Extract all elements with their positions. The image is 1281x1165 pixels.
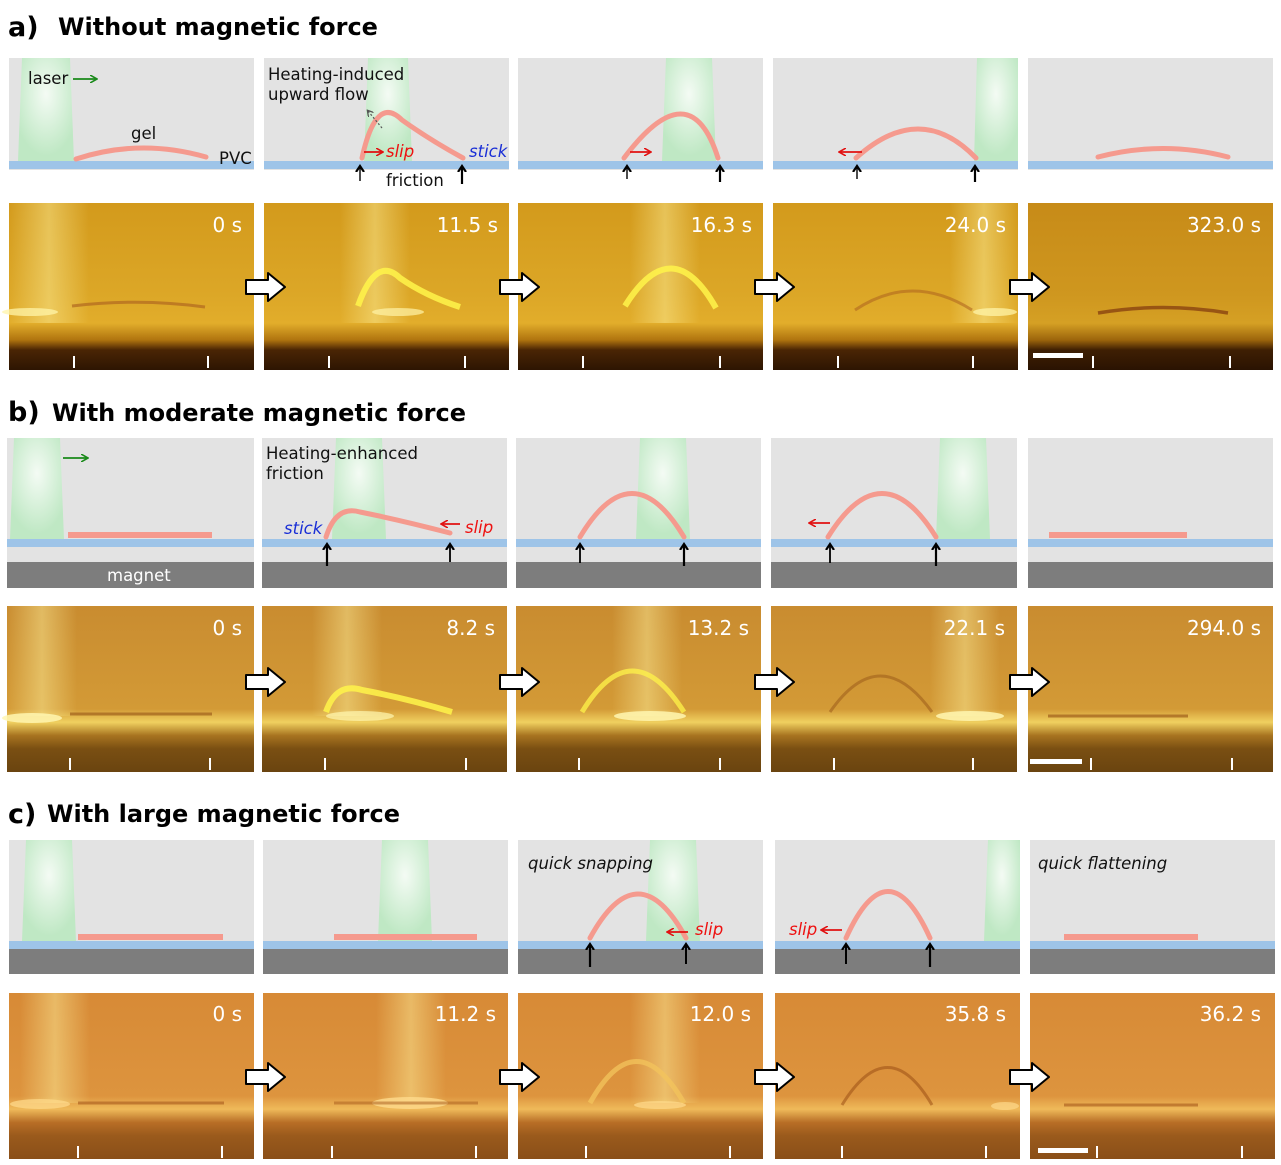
section-c-letter: c) [8,799,36,830]
stick-label: stick [469,142,509,161]
photo-a5: 323.0 s [1028,203,1273,370]
section-b-letter: b) [8,397,40,428]
laser-label: laser [28,69,68,88]
timestamp: 13.2 s [688,616,749,640]
next-step-arrow [499,272,540,302]
timestamp: 294.0 s [1187,616,1261,640]
schematic-b5 [1028,438,1273,588]
timestamp: 11.5 s [437,213,498,237]
section-a-photos: 0 s 11.5 s 16.3 s 24.0 s [2,203,1273,370]
quick-flattening-label: quick flattening [1038,854,1167,873]
schematic-a2: Heating-induced upward flow slip stick f… [264,58,509,190]
timestamp: 11.2 s [435,1002,496,1026]
schematic-a4 [773,58,1018,182]
timestamp: 0 s [212,616,242,640]
section-c-schematics: quick snapping slip slip quick flattenin… [9,840,1275,974]
friction-label: friction [386,171,444,190]
photo-c5: 36.2 s [1030,993,1275,1159]
next-step-arrow [245,272,286,302]
photo-c2: 11.2 s [263,993,508,1159]
next-step-arrow [245,667,286,697]
timestamp: 0 s [212,1002,242,1026]
timestamp: 35.8 s [945,1002,1006,1026]
photo-b2: 8.2 s [262,606,507,772]
photo-c3: 12.0 s [518,993,763,1159]
section-b-photos: 0 s 8.2 s 13.2 s 22.1 s [2,606,1273,772]
section-c-title: With large magnetic force [47,800,400,828]
timestamp: 8.2 s [446,616,495,640]
section-b-title: With moderate magnetic force [52,399,466,427]
photo-a4: 24.0 s [773,203,1018,370]
scale-bar [1038,1148,1088,1153]
schematic-c4: slip [775,840,1020,974]
pvc-label: PVC [219,149,252,168]
photo-b4: 22.1 s [771,606,1017,772]
photo-b5: 294.0 s [1028,606,1273,772]
next-step-arrow [499,667,540,697]
photo-b1: 0 s [2,606,254,772]
heating-induced-label-2: upward flow [268,85,369,104]
timestamp: 22.1 s [944,616,1005,640]
heating-enhanced-label-1: Heating-enhanced [266,444,418,463]
timestamp: 16.3 s [691,213,752,237]
timestamp: 24.0 s [945,213,1006,237]
heating-induced-label-1: Heating-induced [268,65,404,84]
scale-bar [1030,759,1082,764]
next-step-arrow [1009,667,1050,697]
section-a-letter: a) [8,12,39,43]
transition-arrows [245,272,1050,1092]
slip-label: slip [386,142,414,161]
stick-label: stick [284,519,324,538]
schematic-a3 [518,58,763,182]
photo-c4: 35.8 s [775,993,1020,1159]
slip-label: slip [695,920,723,939]
next-step-arrow [754,1062,795,1092]
schematic-c3: quick snapping slip [518,840,763,974]
photo-a1: 0 s [2,203,254,370]
section-a-title: Without magnetic force [58,13,378,41]
schematic-b3 [516,438,761,588]
photo-c1: 0 s [9,993,254,1159]
schematic-c1 [9,840,254,974]
heating-enhanced-label-2: friction [266,464,324,483]
schematic-b4 [771,438,1017,588]
photo-a2: 11.5 s [264,203,509,370]
next-step-arrow [1009,272,1050,302]
quick-snapping-label: quick snapping [528,854,653,873]
timestamp: 36.2 s [1200,1002,1261,1026]
gel-label: gel [131,124,156,143]
slip-label: slip [465,518,493,537]
photo-a3: 16.3 s [518,203,763,370]
schematic-b2: Heating-enhanced friction stick slip [262,438,507,588]
section-c-photos: 0 s 11.2 s 12.0 s 35.8 s [9,993,1275,1159]
next-step-arrow [1009,1062,1050,1092]
magnet-label: magnet [107,566,171,585]
timestamp: 323.0 s [1187,213,1261,237]
timestamp: 0 s [212,213,242,237]
next-step-arrow [754,667,795,697]
schematic-a1: laser gel PVC [9,58,254,170]
schematic-a5 [1028,58,1273,170]
schematic-c2 [263,840,508,974]
timestamp: 12.0 s [690,1002,751,1026]
next-step-arrow [754,272,795,302]
schematic-c5: quick flattening [1030,840,1275,974]
schematic-b1: magnet [7,438,254,588]
next-step-arrow [245,1062,286,1092]
slip-label: slip [789,920,817,939]
next-step-arrow [499,1062,540,1092]
section-b-schematics: magnet Heating-enhanced friction stick s… [7,438,1273,588]
section-a-schematics: laser gel PVC Heating-induced upward flo… [9,58,1273,190]
scale-bar [1033,353,1083,358]
photo-b3: 13.2 s [516,606,761,772]
